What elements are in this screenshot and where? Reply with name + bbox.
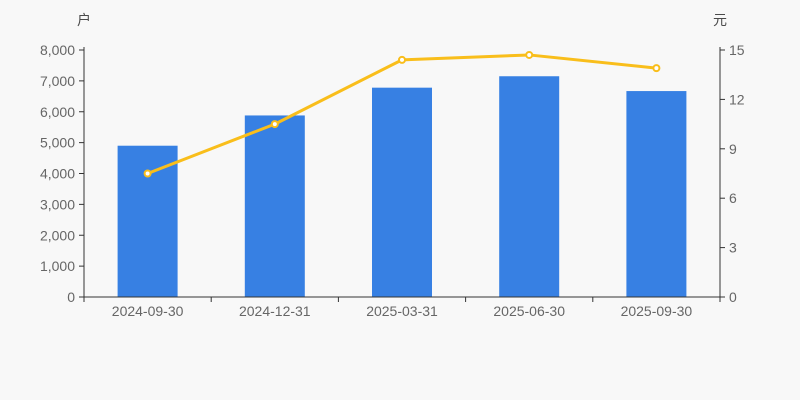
right-axis-tick-label: 0 (729, 289, 737, 305)
bar (117, 145, 178, 297)
line-point-marker (270, 120, 279, 129)
bar (499, 76, 560, 298)
line-point-marker (525, 50, 534, 59)
x-axis-category-label: 2024-12-31 (239, 303, 311, 319)
x-axis-category-label: 2025-09-30 (621, 303, 693, 319)
line-point-marker (398, 55, 406, 64)
left-axis-tick-label: 1,000 (40, 258, 75, 274)
right-axis-tick-label: 6 (729, 190, 737, 206)
x-axis-category-label: 2025-06-30 (493, 303, 565, 319)
right-axis-tick-label: 3 (729, 240, 737, 256)
left-axis-tick-label: 7,000 (40, 73, 75, 89)
bar (372, 87, 432, 297)
right-axis-tick-label: 9 (729, 141, 737, 157)
right-axis-unit-label: 元 (713, 12, 727, 28)
x-axis-category-label: 2025-03-31 (366, 303, 438, 319)
right-axis-tick-label: 12 (729, 91, 745, 107)
x-axis-category-label: 2024-09-30 (112, 303, 184, 319)
bar (626, 91, 687, 297)
left-axis-tick-label: 5,000 (40, 135, 75, 151)
left-axis-tick-label: 4,000 (40, 166, 75, 182)
left-axis-tick-label: 3,000 (40, 196, 75, 212)
right-axis-tick-label: 15 (729, 42, 745, 58)
left-axis-tick-label: 8,000 (40, 42, 75, 58)
bar (244, 115, 305, 297)
left-axis-tick-label: 6,000 (40, 104, 75, 120)
left-axis-tick-label: 2,000 (40, 227, 75, 243)
line-point-marker (143, 169, 152, 178)
line-point-marker (652, 64, 661, 73)
left-axis-tick-label: 0 (67, 289, 75, 305)
left-axis-unit-label: 户 (77, 12, 91, 28)
